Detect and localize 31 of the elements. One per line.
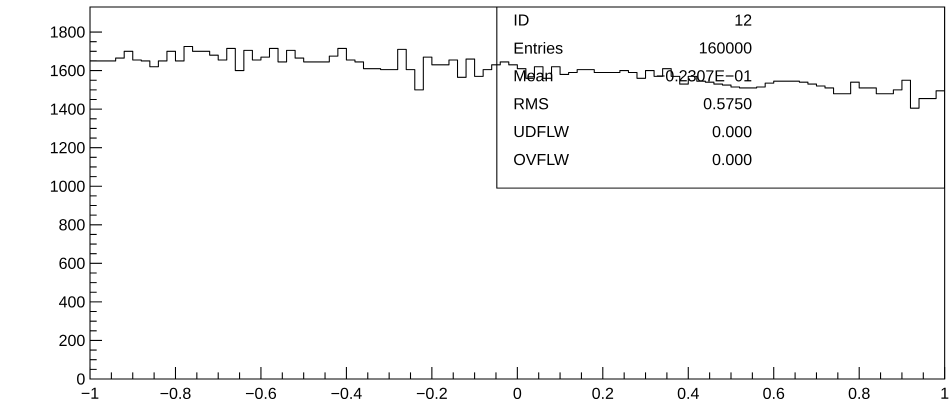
x-tick-label: −0.4 — [331, 388, 362, 400]
y-tick-label: 1600 — [50, 64, 85, 76]
annotation: UDFLW — [514, 126, 569, 138]
y-tick-label: 0 — [77, 373, 85, 385]
y-tick-label: 1400 — [50, 103, 85, 115]
y-tick-label: 1000 — [50, 180, 85, 192]
annotation: ID — [514, 14, 529, 26]
x-tick-label: −0.2 — [416, 388, 447, 400]
x-tick-label: −0.6 — [246, 388, 276, 400]
x-tick-label: −1 — [82, 388, 98, 399]
y-tick-label: 600 — [59, 258, 85, 269]
x-tick-label: 0.4 — [678, 388, 699, 400]
annotation: 0.000 — [712, 126, 752, 138]
x-tick-label: 0.8 — [848, 388, 870, 400]
x-tick-label: −0.8 — [160, 388, 191, 400]
annotation: OVFLW — [514, 154, 569, 166]
annotation: 160000 — [700, 42, 752, 54]
annotation: 0.5750 — [704, 98, 752, 110]
y-tick-label: 1200 — [50, 142, 85, 154]
x-tick-label: 1 — [941, 388, 948, 399]
y-tick-label: 400 — [58, 296, 85, 308]
y-tick-label: 200 — [59, 334, 85, 346]
x-tick-label: 0 — [514, 388, 522, 400]
y-tick-label: 1800 — [50, 26, 85, 38]
annotation: RMS — [514, 98, 548, 110]
x-tick-label: 0.2 — [592, 388, 614, 400]
annotation: Entries — [514, 42, 563, 54]
annotation: 0.000 — [712, 154, 752, 166]
x-tick-label: 0.6 — [763, 388, 784, 400]
y-tick-label: 800 — [59, 219, 85, 230]
annotation: 12 — [736, 14, 752, 26]
